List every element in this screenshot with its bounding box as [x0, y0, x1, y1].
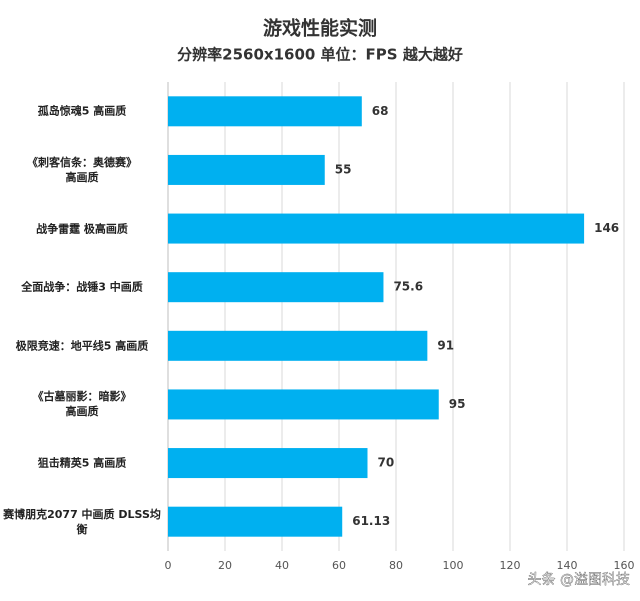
y-tick-label: 战争雷霆 极高画质 [36, 222, 128, 236]
x-tick-label: 120 [500, 559, 521, 572]
y-tick-label: 极限竞速：地平线5 高画质 [15, 339, 149, 353]
x-tick-label: 140 [557, 559, 578, 572]
x-tick-label: 40 [275, 559, 289, 572]
value-label: 95 [449, 397, 466, 411]
x-tick-label: 100 [443, 559, 464, 572]
y-tick-label: 狙击精英5 高画质 [37, 456, 127, 470]
value-label: 91 [437, 338, 454, 352]
bar [168, 506, 343, 537]
value-label: 146 [594, 221, 619, 235]
bar [168, 154, 325, 185]
y-tick-label: 赛博朋克2077 中画质 DLSS均衡 [3, 507, 161, 536]
bar [168, 213, 585, 244]
x-tick-label: 80 [389, 559, 403, 572]
bar [168, 96, 362, 127]
bar [168, 389, 439, 420]
y-tick-label: 《古墓丽影：暗影》 高画质 [32, 390, 132, 419]
chart-title: 游戏性能实测 [263, 17, 377, 40]
x-tick-label: 0 [165, 559, 172, 572]
x-tick-label: 160 [614, 559, 635, 572]
chart-subtitle: 分辨率2560x1600 单位：FPS 越大越好 [177, 46, 463, 64]
value-label: 75.6 [393, 280, 423, 294]
value-label: 70 [378, 456, 395, 470]
y-tick-label: 《刺客信条：奥德赛》 高画质 [27, 155, 137, 184]
x-tick-label: 20 [218, 559, 232, 572]
y-tick-label: 孤岛惊魂5 高画质 [37, 104, 127, 118]
bar [168, 272, 384, 303]
value-label: 68 [372, 104, 389, 118]
watermark: 头条 @溢图科技 [528, 571, 630, 588]
y-tick-label: 全面战争：战锤3 中画质 [21, 280, 143, 294]
x-tick-label: 60 [332, 559, 346, 572]
value-label: 55 [335, 162, 352, 176]
bar [168, 448, 368, 479]
bar [168, 330, 428, 361]
value-label: 61.13 [352, 514, 390, 528]
